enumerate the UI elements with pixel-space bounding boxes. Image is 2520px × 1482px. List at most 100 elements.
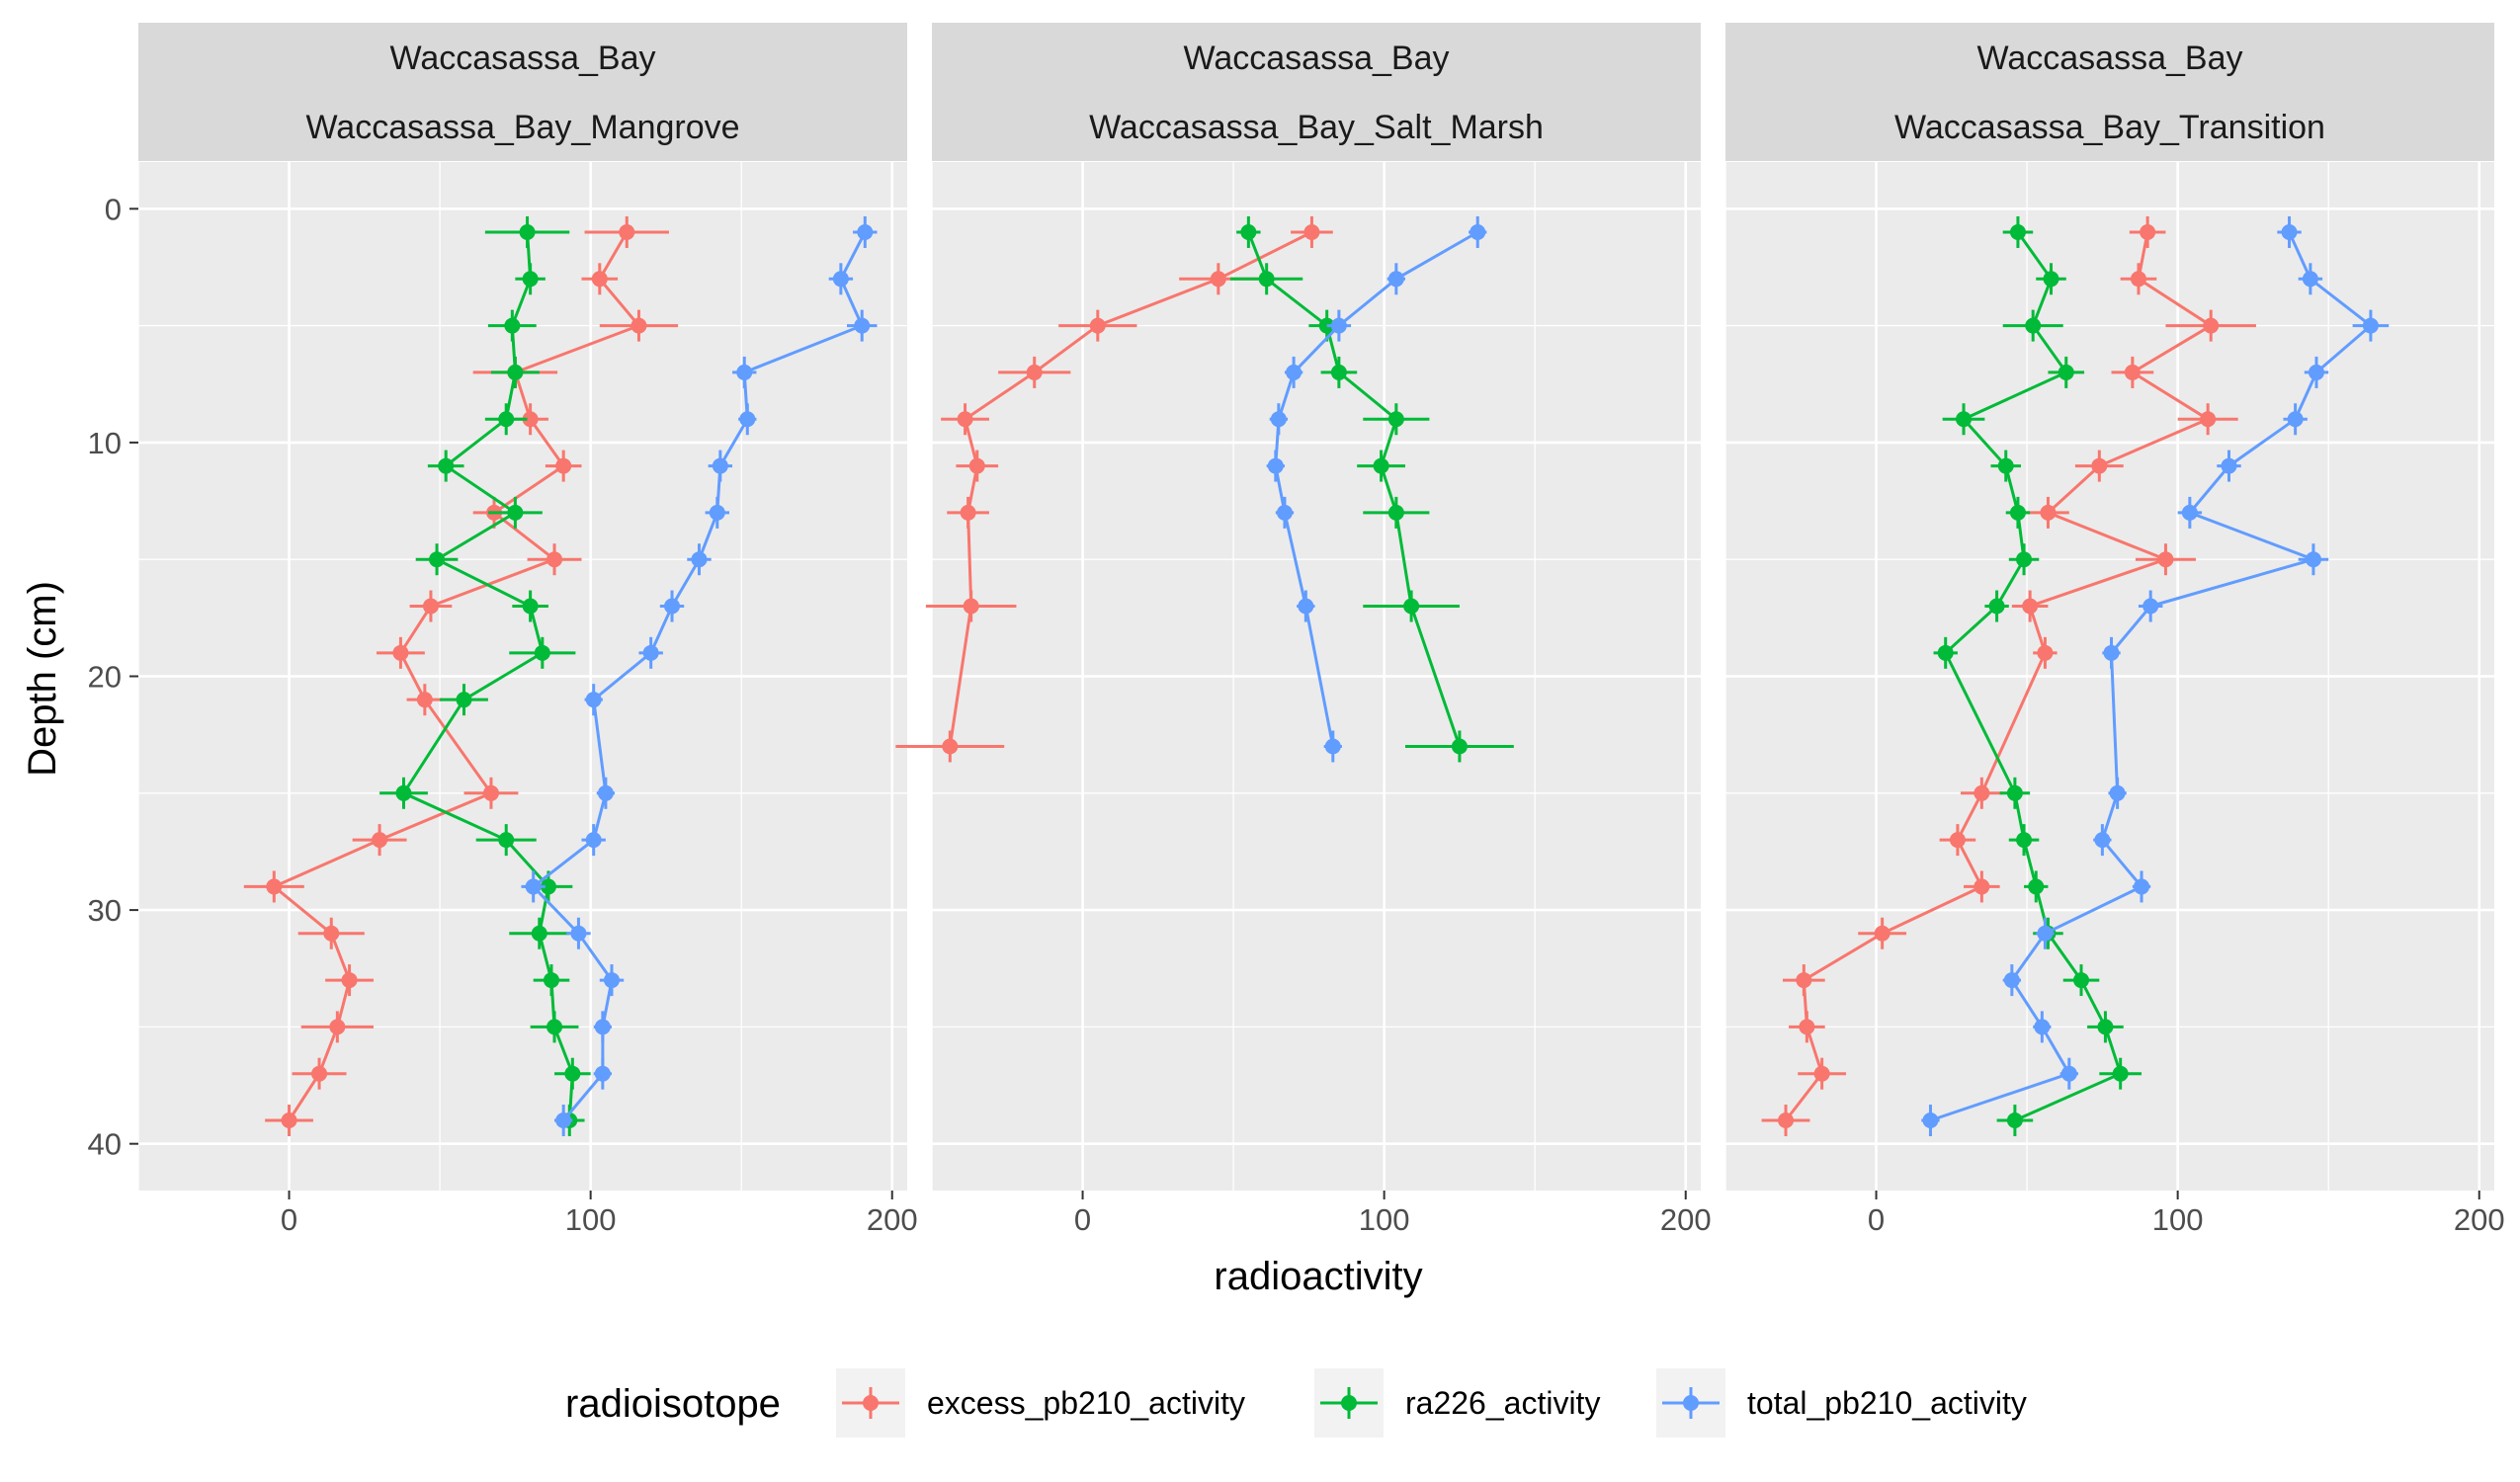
facet-panel-2: Waccasassa_Bay Waccasassa_Bay_Salt_Marsh 0… <box>895 23 1712 1237</box>
data-point <box>963 598 979 615</box>
data-point <box>522 598 539 615</box>
data-point <box>2140 223 2156 240</box>
data-point <box>957 411 973 428</box>
data-point <box>739 411 756 428</box>
data-point <box>1373 457 1389 474</box>
data-point <box>1470 223 1486 240</box>
data-point <box>1270 411 1287 428</box>
x-tick-label: 100 <box>1359 1202 1410 1237</box>
y-tick-label: 0 <box>105 192 122 226</box>
data-point <box>2037 925 2054 942</box>
data-point <box>482 784 499 801</box>
legend-entry-ra226_activity: ra226_activity <box>1314 1368 1600 1438</box>
data-point <box>1778 1112 1795 1129</box>
data-point <box>604 972 621 989</box>
data-point <box>1286 364 1302 380</box>
series-total_pb210_activity <box>1266 215 1487 763</box>
data-point <box>438 457 455 474</box>
data-point <box>591 271 608 288</box>
gridlines <box>931 162 1701 1191</box>
data-point <box>2016 832 2033 849</box>
data-point <box>2058 364 2074 380</box>
strip-bottom-bg <box>138 92 907 161</box>
legend-keys: excess_pb210_activity ra226_activity total… <box>836 1368 2027 1438</box>
strip-top-bg <box>1725 23 2494 92</box>
data-point <box>1403 598 1420 615</box>
series-ra226_activity <box>379 215 591 1137</box>
data-point <box>416 692 433 708</box>
y-tick-label: 20 <box>88 660 122 695</box>
data-point <box>546 551 563 568</box>
legend-label: ra226_activity <box>1405 1385 1600 1421</box>
strip-bottom-label: Waccasassa_Bay_Salt_Marsh <box>1089 109 1544 146</box>
data-point <box>736 364 753 380</box>
data-point <box>555 457 572 474</box>
x-tick-label: 0 <box>1074 1202 1091 1237</box>
data-point <box>2308 364 2324 380</box>
data-point <box>531 925 547 942</box>
data-point <box>266 878 283 895</box>
facet-panel-3: Waccasassa_Bay Waccasassa_Bay_Transition 0… <box>1724 23 2505 1237</box>
data-point <box>585 692 602 708</box>
data-point <box>1387 504 1404 521</box>
data-point <box>2073 972 2090 989</box>
data-point <box>597 784 614 801</box>
data-point <box>664 598 681 615</box>
data-point <box>1387 411 1404 428</box>
data-point <box>2025 317 2042 334</box>
y-tick-label: 40 <box>88 1127 122 1162</box>
data-point <box>2037 644 2054 661</box>
data-point <box>1276 504 1293 521</box>
data-point <box>2124 364 2141 380</box>
data-point <box>2112 1065 2129 1082</box>
data-point <box>2034 1019 2051 1035</box>
data-point <box>2109 784 2126 801</box>
data-point <box>2157 551 2174 568</box>
data-point <box>1813 1065 1830 1082</box>
data-point <box>619 223 635 240</box>
strip-top-label: Waccasassa_Bay <box>1184 40 1450 77</box>
legend-entry-total_pb210_activity: total_pb210_activity <box>1656 1368 2027 1438</box>
series-total_pb210_activity <box>1921 215 2390 1137</box>
data-point <box>1796 972 1812 989</box>
data-point <box>522 271 539 288</box>
facet-panels: Waccasassa_Bay Waccasassa_Bay_Mangrove 0 10… <box>137 23 2505 1237</box>
data-point <box>372 832 388 849</box>
data-point <box>2009 223 2026 240</box>
data-point <box>456 692 472 708</box>
data-point <box>2200 411 2217 428</box>
data-point <box>854 317 871 334</box>
data-point <box>429 551 446 568</box>
legend-label: excess_pb210_activity <box>927 1385 1245 1421</box>
x-tick-label: 200 <box>1660 1202 1712 1237</box>
data-point <box>857 223 874 240</box>
data-point <box>422 598 439 615</box>
data-point <box>504 317 521 334</box>
strip-top-bg <box>932 23 1701 92</box>
data-point <box>2022 598 2039 615</box>
data-point <box>2305 551 2321 568</box>
data-point <box>2287 411 2304 428</box>
data-point <box>1922 1112 1939 1129</box>
data-point <box>2302 271 2318 288</box>
data-point <box>1330 317 1347 334</box>
strip-bottom-label: Waccasassa_Bay_Mangrove <box>305 109 739 146</box>
series-ra226_activity <box>1933 215 2142 1137</box>
data-point <box>1974 878 1990 895</box>
data-point <box>281 1112 297 1129</box>
data-point <box>594 1065 611 1082</box>
data-point <box>2043 271 2059 288</box>
data-point <box>2091 457 2108 474</box>
data-point <box>540 878 556 895</box>
data-point <box>1210 271 1226 288</box>
data-point <box>968 457 985 474</box>
data-point <box>522 411 539 428</box>
strip-top-label: Waccasassa_Bay <box>390 40 656 77</box>
series-excess_pb210_activity <box>895 215 1333 763</box>
data-point <box>1949 832 1966 849</box>
data-point <box>546 1019 563 1035</box>
data-point <box>2142 598 2159 615</box>
y-axis-title: Depth (cm) <box>21 581 64 777</box>
data-point <box>2006 1112 2023 1129</box>
